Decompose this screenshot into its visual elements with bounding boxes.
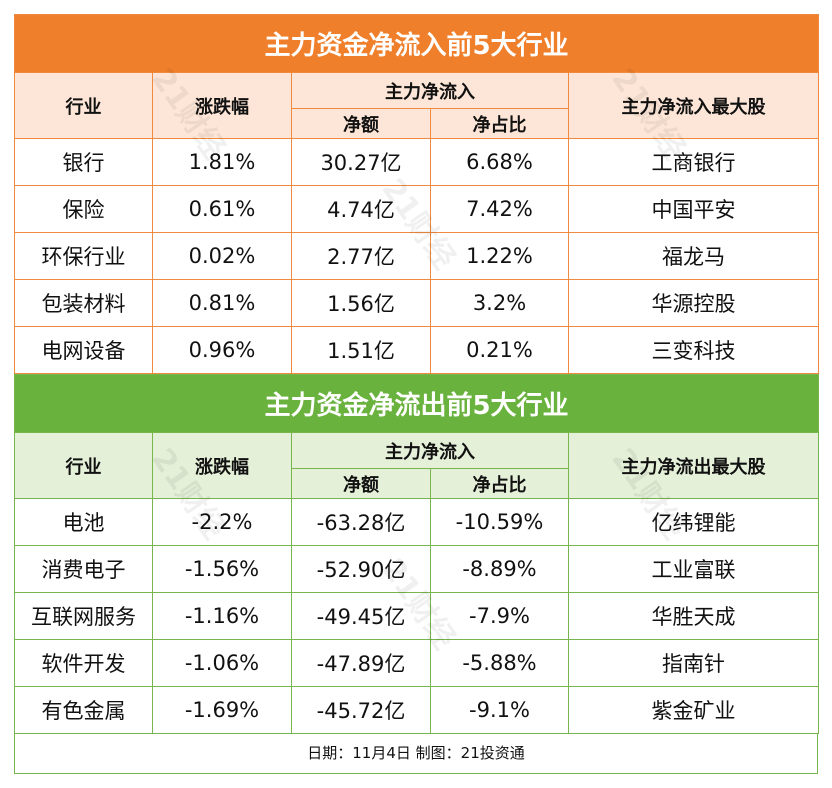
net-cell: -49.45亿	[291, 592, 431, 640]
stock-cell: 华源控股	[567, 279, 820, 327]
industry-cell: 软件开发	[14, 639, 153, 687]
stock-cell: 工商银行	[567, 138, 820, 186]
ratio-cell: -7.9%	[430, 592, 569, 640]
stock-cell: 亿纬锂能	[567, 498, 820, 546]
table-row: 电网设备 0.96% 1.51亿 0.21% 三变科技	[14, 326, 820, 374]
net-cell: -45.72亿	[291, 686, 431, 734]
change-cell: 0.81%	[152, 279, 292, 327]
stock-cell: 华胜天成	[567, 592, 820, 640]
net-cell: 1.56亿	[291, 279, 431, 327]
header-change: 涨跌幅	[152, 432, 292, 499]
net-cell: -63.28亿	[291, 498, 431, 546]
header-top-stock: 主力净流入最大股	[567, 72, 820, 139]
header-industry: 行业	[14, 72, 153, 139]
change-cell: 0.61%	[152, 185, 292, 233]
stock-cell: 中国平安	[567, 185, 820, 233]
inflow-table: 主力资金净流入前5大行业 行业 涨跌幅 主力净流入 主力净流入最大股 净额 净占…	[13, 14, 820, 374]
change-cell: -1.06%	[152, 639, 292, 687]
table-row: 互联网服务 -1.16% -49.45亿 -7.9% 华胜天成	[14, 592, 820, 640]
header-change: 涨跌幅	[152, 72, 292, 139]
industry-cell: 保险	[14, 185, 153, 233]
stock-cell: 福龙马	[567, 232, 820, 280]
ratio-cell: 0.21%	[430, 326, 569, 374]
industry-cell: 电池	[14, 498, 153, 546]
header-group: 主力净流入	[291, 72, 569, 109]
change-cell: 1.81%	[152, 138, 292, 186]
ratio-cell: 7.42%	[430, 185, 569, 233]
outflow-title: 主力资金净流出前5大行业	[13, 374, 820, 433]
ratio-cell: 6.68%	[430, 138, 569, 186]
industry-cell: 互联网服务	[14, 592, 153, 640]
header-ratio: 净占比	[430, 468, 569, 499]
header-net: 净额	[291, 468, 431, 499]
change-cell: -2.2%	[152, 498, 292, 546]
industry-cell: 银行	[14, 138, 153, 186]
stock-cell: 指南针	[567, 639, 820, 687]
stock-cell: 三变科技	[567, 326, 820, 374]
outflow-table: 主力资金净流出前5大行业 行业 涨跌幅 主力净流入 主力净流出最大股 净额 净占…	[13, 374, 820, 734]
inflow-title: 主力资金净流入前5大行业	[13, 14, 820, 73]
industry-cell: 包装材料	[14, 279, 153, 327]
net-cell: 30.27亿	[291, 138, 431, 186]
footer-caption: 日期：11月4日 制图：21投资通	[14, 734, 818, 774]
ratio-cell: 3.2%	[430, 279, 569, 327]
table-row: 消费电子 -1.56% -52.90亿 -8.89% 工业富联	[14, 545, 820, 593]
change-cell: 0.96%	[152, 326, 292, 374]
net-cell: 2.77亿	[291, 232, 431, 280]
net-cell: -52.90亿	[291, 545, 431, 593]
stock-cell: 紫金矿业	[567, 686, 820, 734]
industry-cell: 有色金属	[14, 686, 153, 734]
change-cell: 0.02%	[152, 232, 292, 280]
net-cell: -47.89亿	[291, 639, 431, 687]
header-group: 主力净流入	[291, 432, 569, 469]
change-cell: -1.56%	[152, 545, 292, 593]
table-row: 有色金属 -1.69% -45.72亿 -9.1% 紫金矿业	[14, 686, 820, 734]
table-row: 银行 1.81% 30.27亿 6.68% 工商银行	[14, 138, 820, 186]
change-cell: -1.16%	[152, 592, 292, 640]
ratio-cell: -10.59%	[430, 498, 569, 546]
stock-cell: 工业富联	[567, 545, 820, 593]
table-row: 软件开发 -1.06% -47.89亿 -5.88% 指南针	[14, 639, 820, 687]
header-industry: 行业	[14, 432, 153, 499]
header-top-stock: 主力净流出最大股	[567, 432, 820, 499]
ratio-cell: -5.88%	[430, 639, 569, 687]
table-row: 包装材料 0.81% 1.56亿 3.2% 华源控股	[14, 279, 820, 327]
table-row: 环保行业 0.02% 2.77亿 1.22% 福龙马	[14, 232, 820, 280]
industry-cell: 消费电子	[14, 545, 153, 593]
ratio-cell: -8.89%	[430, 545, 569, 593]
capital-flow-infographic: 主力资金净流入前5大行业 行业 涨跌幅 主力净流入 主力净流入最大股 净额 净占…	[13, 14, 820, 774]
header-net: 净额	[291, 108, 431, 139]
table-row: 保险 0.61% 4.74亿 7.42% 中国平安	[14, 185, 820, 233]
ratio-cell: 1.22%	[430, 232, 569, 280]
industry-cell: 电网设备	[14, 326, 153, 374]
header-ratio: 净占比	[430, 108, 569, 139]
change-cell: -1.69%	[152, 686, 292, 734]
net-cell: 1.51亿	[291, 326, 431, 374]
ratio-cell: -9.1%	[430, 686, 569, 734]
net-cell: 4.74亿	[291, 185, 431, 233]
industry-cell: 环保行业	[14, 232, 153, 280]
table-row: 电池 -2.2% -63.28亿 -10.59% 亿纬锂能	[14, 498, 820, 546]
